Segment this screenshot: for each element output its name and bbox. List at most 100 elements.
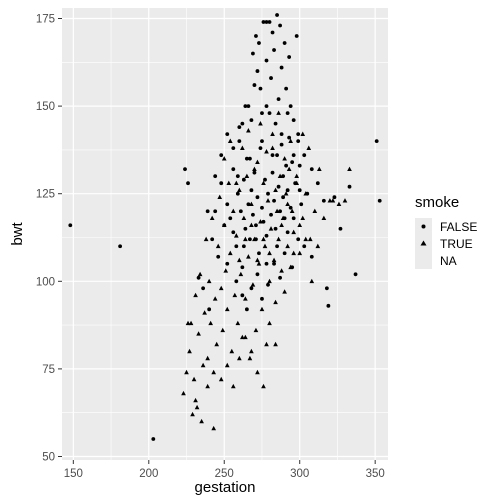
point-smoke-true xyxy=(347,166,352,171)
y-tick-label: 175 xyxy=(36,14,55,26)
point-smoke-false xyxy=(272,198,276,203)
point-smoke-false xyxy=(270,30,275,35)
point-smoke-true xyxy=(221,222,227,228)
point-smoke-true xyxy=(285,201,290,207)
point-smoke-true xyxy=(246,128,251,133)
point-smoke-true xyxy=(271,257,277,263)
point-smoke-true xyxy=(273,187,278,193)
point-smoke-false xyxy=(291,153,296,158)
point-smoke-false xyxy=(302,153,307,158)
point-smoke-false xyxy=(261,219,266,224)
point-smoke-true xyxy=(211,425,217,431)
point-smoke-true xyxy=(250,282,256,287)
point-smoke-false xyxy=(269,76,273,80)
point-smoke-true xyxy=(297,222,303,228)
point-smoke-false xyxy=(278,209,282,214)
point-smoke-false xyxy=(207,307,212,312)
y-axis: 50 75 100 125 150 175 xyxy=(36,14,62,463)
point-smoke-true xyxy=(243,296,248,301)
point-smoke-true xyxy=(226,180,232,186)
point-smoke-false xyxy=(238,209,243,214)
point-smoke-false xyxy=(219,181,224,186)
plot-panel xyxy=(62,8,388,460)
point-smoke-true xyxy=(187,348,192,354)
point-smoke-true xyxy=(196,331,201,336)
point-smoke-true xyxy=(315,243,321,249)
point-smoke-true xyxy=(218,285,224,291)
point-smoke-true xyxy=(336,201,342,207)
point-smoke-false xyxy=(266,282,270,287)
point-smoke-true xyxy=(261,383,266,389)
point-smoke-true xyxy=(197,271,203,277)
point-smoke-true xyxy=(274,208,280,214)
point-smoke-true xyxy=(220,327,226,333)
point-smoke-false xyxy=(244,307,249,312)
legend-title: smoke xyxy=(415,194,459,211)
point-smoke-true xyxy=(203,236,209,242)
point-smoke-true xyxy=(288,138,293,143)
point-smoke-true xyxy=(312,208,318,214)
point-smoke-false xyxy=(237,139,242,144)
point-smoke-true xyxy=(300,215,306,221)
legend-key-true-triangle xyxy=(420,240,427,246)
point-smoke-false xyxy=(281,195,286,200)
point-smoke-true xyxy=(294,173,300,179)
point-smoke-true xyxy=(273,299,278,305)
point-smoke-true xyxy=(193,397,198,403)
point-smoke-true xyxy=(262,243,268,249)
point-smoke-false xyxy=(278,275,282,280)
point-smoke-false xyxy=(290,160,295,165)
point-smoke-false xyxy=(243,104,248,109)
point-smoke-false xyxy=(225,261,230,266)
point-smoke-true xyxy=(280,215,286,221)
point-smoke-true xyxy=(199,418,204,424)
point-smoke-false xyxy=(246,104,251,109)
point-smoke-false xyxy=(225,202,230,207)
point-smoke-true xyxy=(224,362,230,368)
point-smoke-true xyxy=(184,369,189,375)
point-smoke-false xyxy=(309,254,314,259)
point-smoke-true xyxy=(264,341,269,347)
point-smoke-true xyxy=(253,327,259,333)
point-smoke-true xyxy=(276,236,281,242)
point-smoke-true xyxy=(235,320,241,326)
point-smoke-true xyxy=(258,121,263,126)
point-smoke-true xyxy=(306,145,312,150)
point-smoke-false xyxy=(338,226,343,231)
point-smoke-true xyxy=(267,278,272,284)
point-smoke-true xyxy=(285,243,290,249)
point-smoke-false xyxy=(281,174,286,179)
point-smoke-false xyxy=(234,244,239,249)
point-smoke-false xyxy=(287,135,292,140)
point-smoke-true xyxy=(258,219,263,224)
point-smoke-true xyxy=(246,254,251,259)
point-smoke-false xyxy=(258,86,263,91)
x-tick-label: 300 xyxy=(290,468,309,480)
legend-label-true: TRUE xyxy=(440,237,473,251)
point-smoke-false xyxy=(241,177,246,182)
point-smoke-false xyxy=(291,216,296,221)
point-smoke-true xyxy=(321,215,327,221)
point-smoke-false xyxy=(275,153,279,158)
point-smoke-true xyxy=(309,278,315,284)
point-smoke-false xyxy=(272,261,276,266)
point-smoke-true xyxy=(194,404,200,410)
point-smoke-true xyxy=(259,306,265,312)
point-smoke-true xyxy=(214,341,220,347)
point-smoke-false xyxy=(183,167,187,172)
point-smoke-false xyxy=(260,296,264,301)
point-smoke-false xyxy=(332,195,337,200)
point-smoke-true xyxy=(241,215,247,221)
point-smoke-false xyxy=(270,153,275,158)
point-smoke-false xyxy=(309,167,314,172)
point-smoke-false xyxy=(258,146,263,151)
point-smoke-false xyxy=(248,237,252,242)
point-smoke-true xyxy=(270,145,275,150)
point-smoke-false xyxy=(285,111,290,116)
point-smoke-true xyxy=(327,198,333,203)
point-smoke-true xyxy=(300,131,306,136)
point-smoke-true xyxy=(261,236,266,242)
point-smoke-true xyxy=(294,180,300,186)
point-smoke-false xyxy=(210,237,215,242)
